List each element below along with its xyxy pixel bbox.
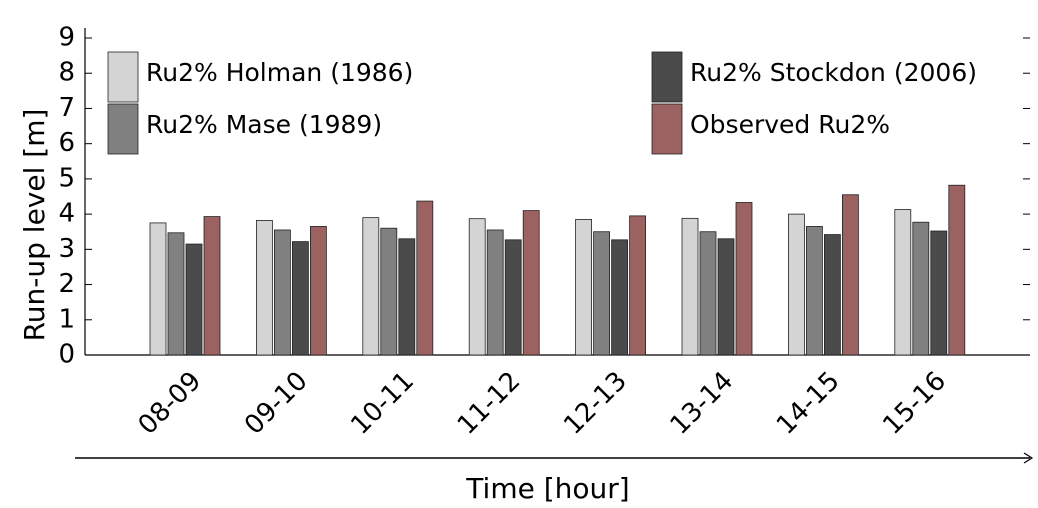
y-tick-label: 7 (58, 93, 75, 123)
bar (912, 221, 930, 356)
y-tick-label: 6 (58, 128, 75, 158)
bar (735, 202, 753, 356)
bar (806, 226, 823, 356)
x-tick-label: 10-11 (345, 366, 420, 441)
y-tick-label: 0 (58, 340, 75, 370)
bar (380, 227, 398, 356)
bar (717, 238, 735, 356)
x-axis-title: Time [hour] (465, 472, 629, 505)
y-axis-title: Run-up level [m] (18, 109, 51, 342)
y-tick-label: 5 (58, 163, 75, 193)
x-tick-label: 12-13 (558, 366, 633, 441)
y-tick-label: 8 (58, 58, 75, 88)
bar (167, 232, 185, 356)
bar (629, 215, 646, 356)
bar (681, 217, 699, 356)
bar (362, 217, 380, 356)
bar (203, 216, 221, 356)
bar (522, 210, 540, 356)
y-tick-label: 3 (58, 234, 75, 264)
bar (948, 184, 966, 356)
bar (593, 231, 610, 356)
bar (255, 220, 273, 356)
y-tick-label: 9 (58, 23, 75, 53)
bar (894, 209, 912, 356)
legend-swatch (651, 51, 683, 103)
bar (824, 234, 841, 356)
x-tick-label: 15-16 (877, 366, 952, 441)
legend-label: Observed Ru2% (690, 110, 890, 139)
legend-label: Ru2% Stockdon (2006) (690, 58, 977, 87)
bar (486, 229, 504, 356)
x-tick-label: 11-12 (452, 366, 527, 441)
bar (842, 194, 859, 356)
legend-swatch (651, 103, 683, 155)
bar (699, 231, 717, 356)
x-tick-label: 08-09 (133, 366, 208, 441)
bar (788, 213, 805, 356)
bar (185, 243, 203, 356)
bar (273, 229, 291, 356)
x-tick-label: 09-10 (239, 366, 314, 441)
bar (309, 226, 327, 356)
legend-swatch (107, 51, 139, 103)
x-tick-label: 13-14 (665, 366, 740, 441)
y-tick-label: 4 (58, 199, 75, 229)
arrow-head (1023, 452, 1034, 464)
legend-label: Ru2% Holman (1986) (146, 58, 413, 87)
legend-swatch (107, 103, 139, 155)
legend-label: Ru2% Mase (1989) (146, 110, 382, 139)
bar (504, 239, 522, 356)
bar (291, 241, 309, 356)
bar (416, 200, 434, 356)
x-tick-label: 14-15 (771, 366, 846, 441)
bar (398, 238, 416, 356)
y-tick-label: 2 (58, 269, 75, 299)
y-tick-label: 1 (58, 304, 75, 334)
bar (611, 239, 628, 356)
bar (930, 230, 948, 356)
bar (468, 218, 486, 356)
bar (149, 222, 167, 356)
bar (575, 218, 592, 356)
